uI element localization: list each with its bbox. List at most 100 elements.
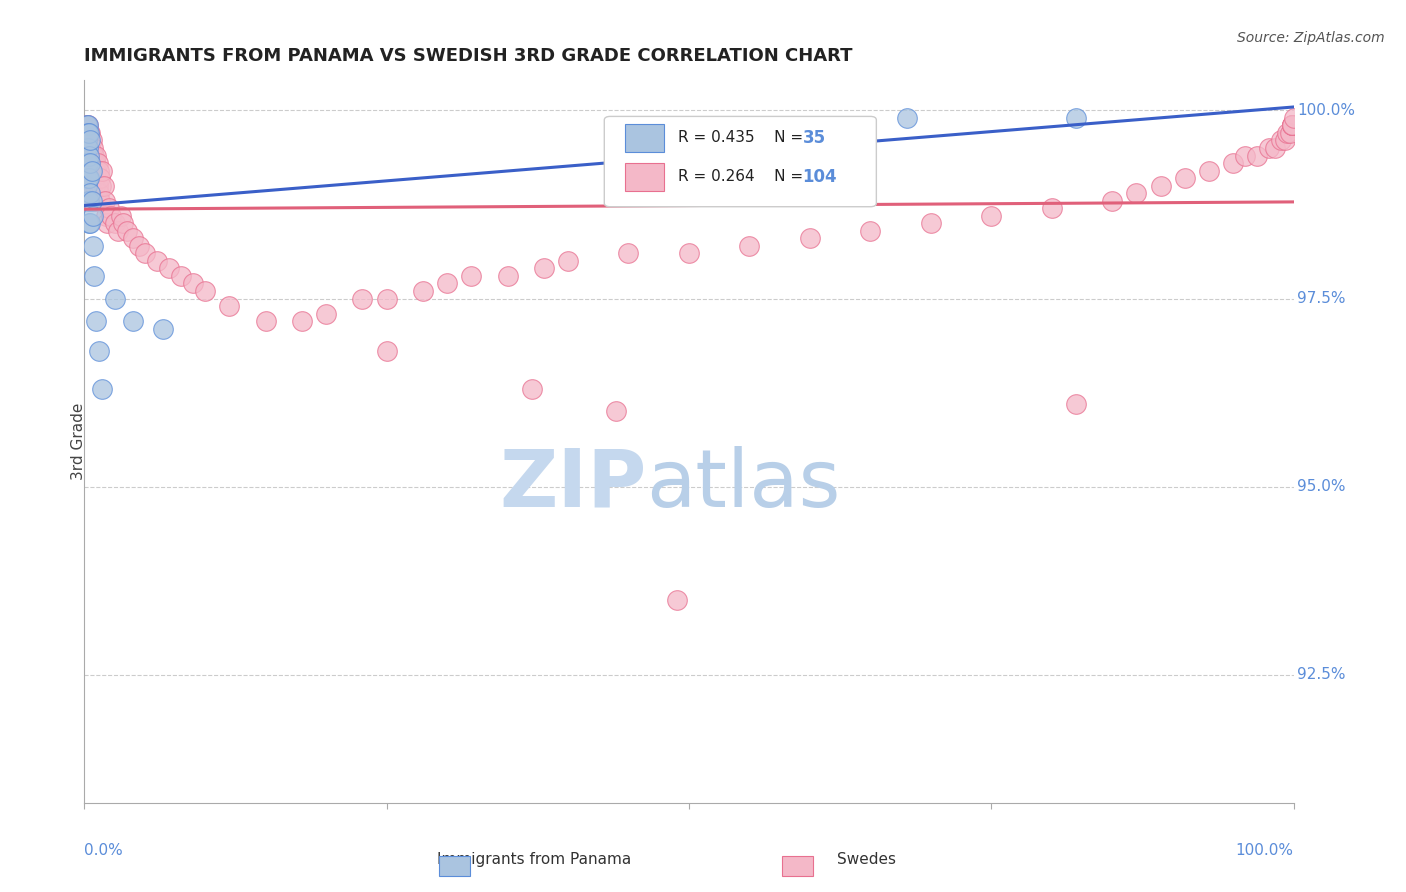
Point <box>77 163 100 178</box>
Point <box>254 314 277 328</box>
FancyBboxPatch shape <box>605 117 876 207</box>
Text: IMMIGRANTS FROM PANAMA VS SWEDISH 3RD GRADE CORRELATION CHART: IMMIGRANTS FROM PANAMA VS SWEDISH 3RD GR… <box>84 47 853 65</box>
Point <box>520 382 543 396</box>
Point <box>77 134 100 148</box>
Point <box>1270 134 1292 148</box>
Point <box>86 148 108 162</box>
Point <box>79 194 101 208</box>
Point <box>115 224 138 238</box>
Point <box>80 163 103 178</box>
Point <box>86 163 108 178</box>
Point <box>170 268 193 283</box>
Point <box>79 126 101 140</box>
Point <box>375 292 398 306</box>
Point <box>1149 178 1171 193</box>
Text: 95.0%: 95.0% <box>1298 479 1346 494</box>
Point <box>291 314 314 328</box>
Point <box>80 134 103 148</box>
Point <box>87 163 110 178</box>
Point <box>128 239 150 253</box>
Point <box>89 171 111 186</box>
Point <box>1282 111 1305 125</box>
Point <box>82 163 104 178</box>
Point <box>181 277 204 291</box>
Point <box>146 254 169 268</box>
Point <box>157 261 180 276</box>
Point <box>82 209 104 223</box>
Point <box>94 209 117 223</box>
Point <box>104 216 127 230</box>
Point <box>83 148 105 162</box>
Point <box>77 141 100 155</box>
Point <box>80 194 103 208</box>
Point <box>799 231 821 245</box>
Point <box>77 156 100 170</box>
Point <box>1101 194 1123 208</box>
Point <box>1234 148 1257 162</box>
Point <box>121 314 143 328</box>
Point <box>75 141 97 155</box>
Point <box>1040 201 1063 215</box>
Point <box>112 216 135 230</box>
Point <box>83 268 105 283</box>
Point <box>107 224 129 238</box>
Point <box>218 299 240 313</box>
Point <box>315 307 337 321</box>
Point <box>617 246 640 260</box>
Text: Swedes: Swedes <box>837 852 896 867</box>
Text: R = 0.264    N =: R = 0.264 N = <box>678 169 808 185</box>
Text: Immigrants from Panama: Immigrants from Panama <box>437 852 631 867</box>
Point <box>76 134 98 148</box>
Point <box>1281 119 1303 133</box>
Point <box>77 156 100 170</box>
Point <box>896 111 918 125</box>
Point <box>97 201 120 215</box>
Point <box>82 186 104 201</box>
Point <box>93 178 115 193</box>
Point <box>460 268 482 283</box>
Point <box>77 171 100 186</box>
Point <box>496 268 519 283</box>
Point <box>77 119 100 133</box>
Point <box>80 163 103 178</box>
Point <box>82 141 104 155</box>
Point <box>75 156 97 170</box>
Point <box>533 261 555 276</box>
Point <box>1281 119 1303 133</box>
Point <box>96 216 118 230</box>
Text: 100.0%: 100.0% <box>1236 843 1294 857</box>
Point <box>1064 111 1087 125</box>
Point <box>77 216 100 230</box>
Text: 0.0%: 0.0% <box>84 843 124 857</box>
Point <box>76 178 98 193</box>
Point <box>77 126 100 140</box>
Point <box>77 119 100 133</box>
Point <box>76 148 98 162</box>
Point <box>91 163 114 178</box>
Point <box>87 186 110 201</box>
Point <box>75 171 97 186</box>
Point <box>738 239 761 253</box>
Point <box>87 344 110 359</box>
Y-axis label: 3rd Grade: 3rd Grade <box>72 403 86 480</box>
Point <box>77 178 100 193</box>
Point <box>76 163 98 178</box>
Point <box>94 194 117 208</box>
Point <box>920 216 942 230</box>
Point <box>77 148 100 162</box>
Text: 35: 35 <box>803 128 825 147</box>
Text: ZIP: ZIP <box>499 446 647 524</box>
Point <box>77 194 100 208</box>
Point <box>1125 186 1147 201</box>
Point <box>75 156 97 170</box>
Point <box>80 186 103 201</box>
FancyBboxPatch shape <box>624 163 664 191</box>
Point <box>1264 141 1286 155</box>
Point <box>75 126 97 140</box>
Point <box>1064 397 1087 411</box>
Point <box>83 171 105 186</box>
Text: 97.5%: 97.5% <box>1298 291 1346 306</box>
Point <box>79 171 101 186</box>
Point <box>76 134 98 148</box>
Point <box>83 194 105 208</box>
